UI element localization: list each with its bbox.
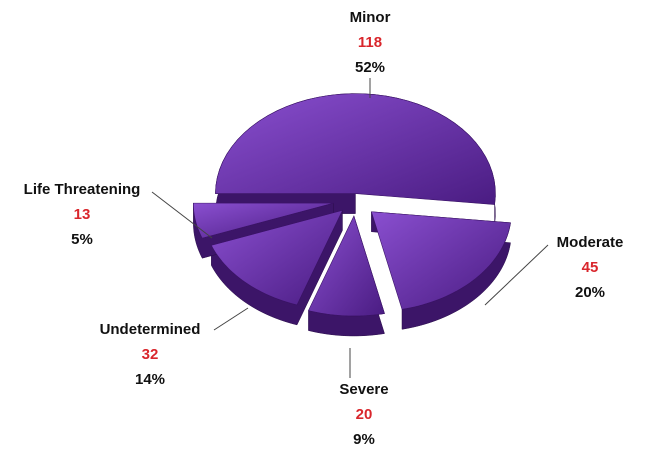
leader-line [151, 191, 213, 239]
labels: Minor 118 52% Moderate 45 20% Severe 20 9% Undete… [24, 9, 624, 448]
slice [210, 209, 344, 306]
slice [215, 93, 496, 205]
percent-label: 9% [353, 431, 375, 448]
leader-line [213, 307, 249, 331]
percent-label: 14% [135, 371, 165, 388]
slice [370, 211, 511, 310]
value-label: 20 [356, 406, 373, 423]
category-label: Moderate [557, 234, 624, 251]
percent-label: 20% [575, 284, 605, 301]
category-label: Minor [350, 9, 391, 26]
slice [308, 215, 385, 317]
slice [193, 202, 334, 239]
value-label: 13 [74, 206, 91, 223]
percent-label: 52% [355, 59, 385, 76]
category-label: Undetermined [100, 321, 201, 338]
category-label: Severe [339, 381, 388, 398]
value-label: 118 [358, 34, 382, 51]
value-label: 45 [582, 259, 599, 276]
slice-tops [193, 93, 511, 317]
value-label: 32 [142, 346, 159, 363]
percent-label: 5% [71, 231, 93, 248]
leader-line [484, 244, 549, 306]
category-label: Life Threatening [24, 181, 141, 198]
